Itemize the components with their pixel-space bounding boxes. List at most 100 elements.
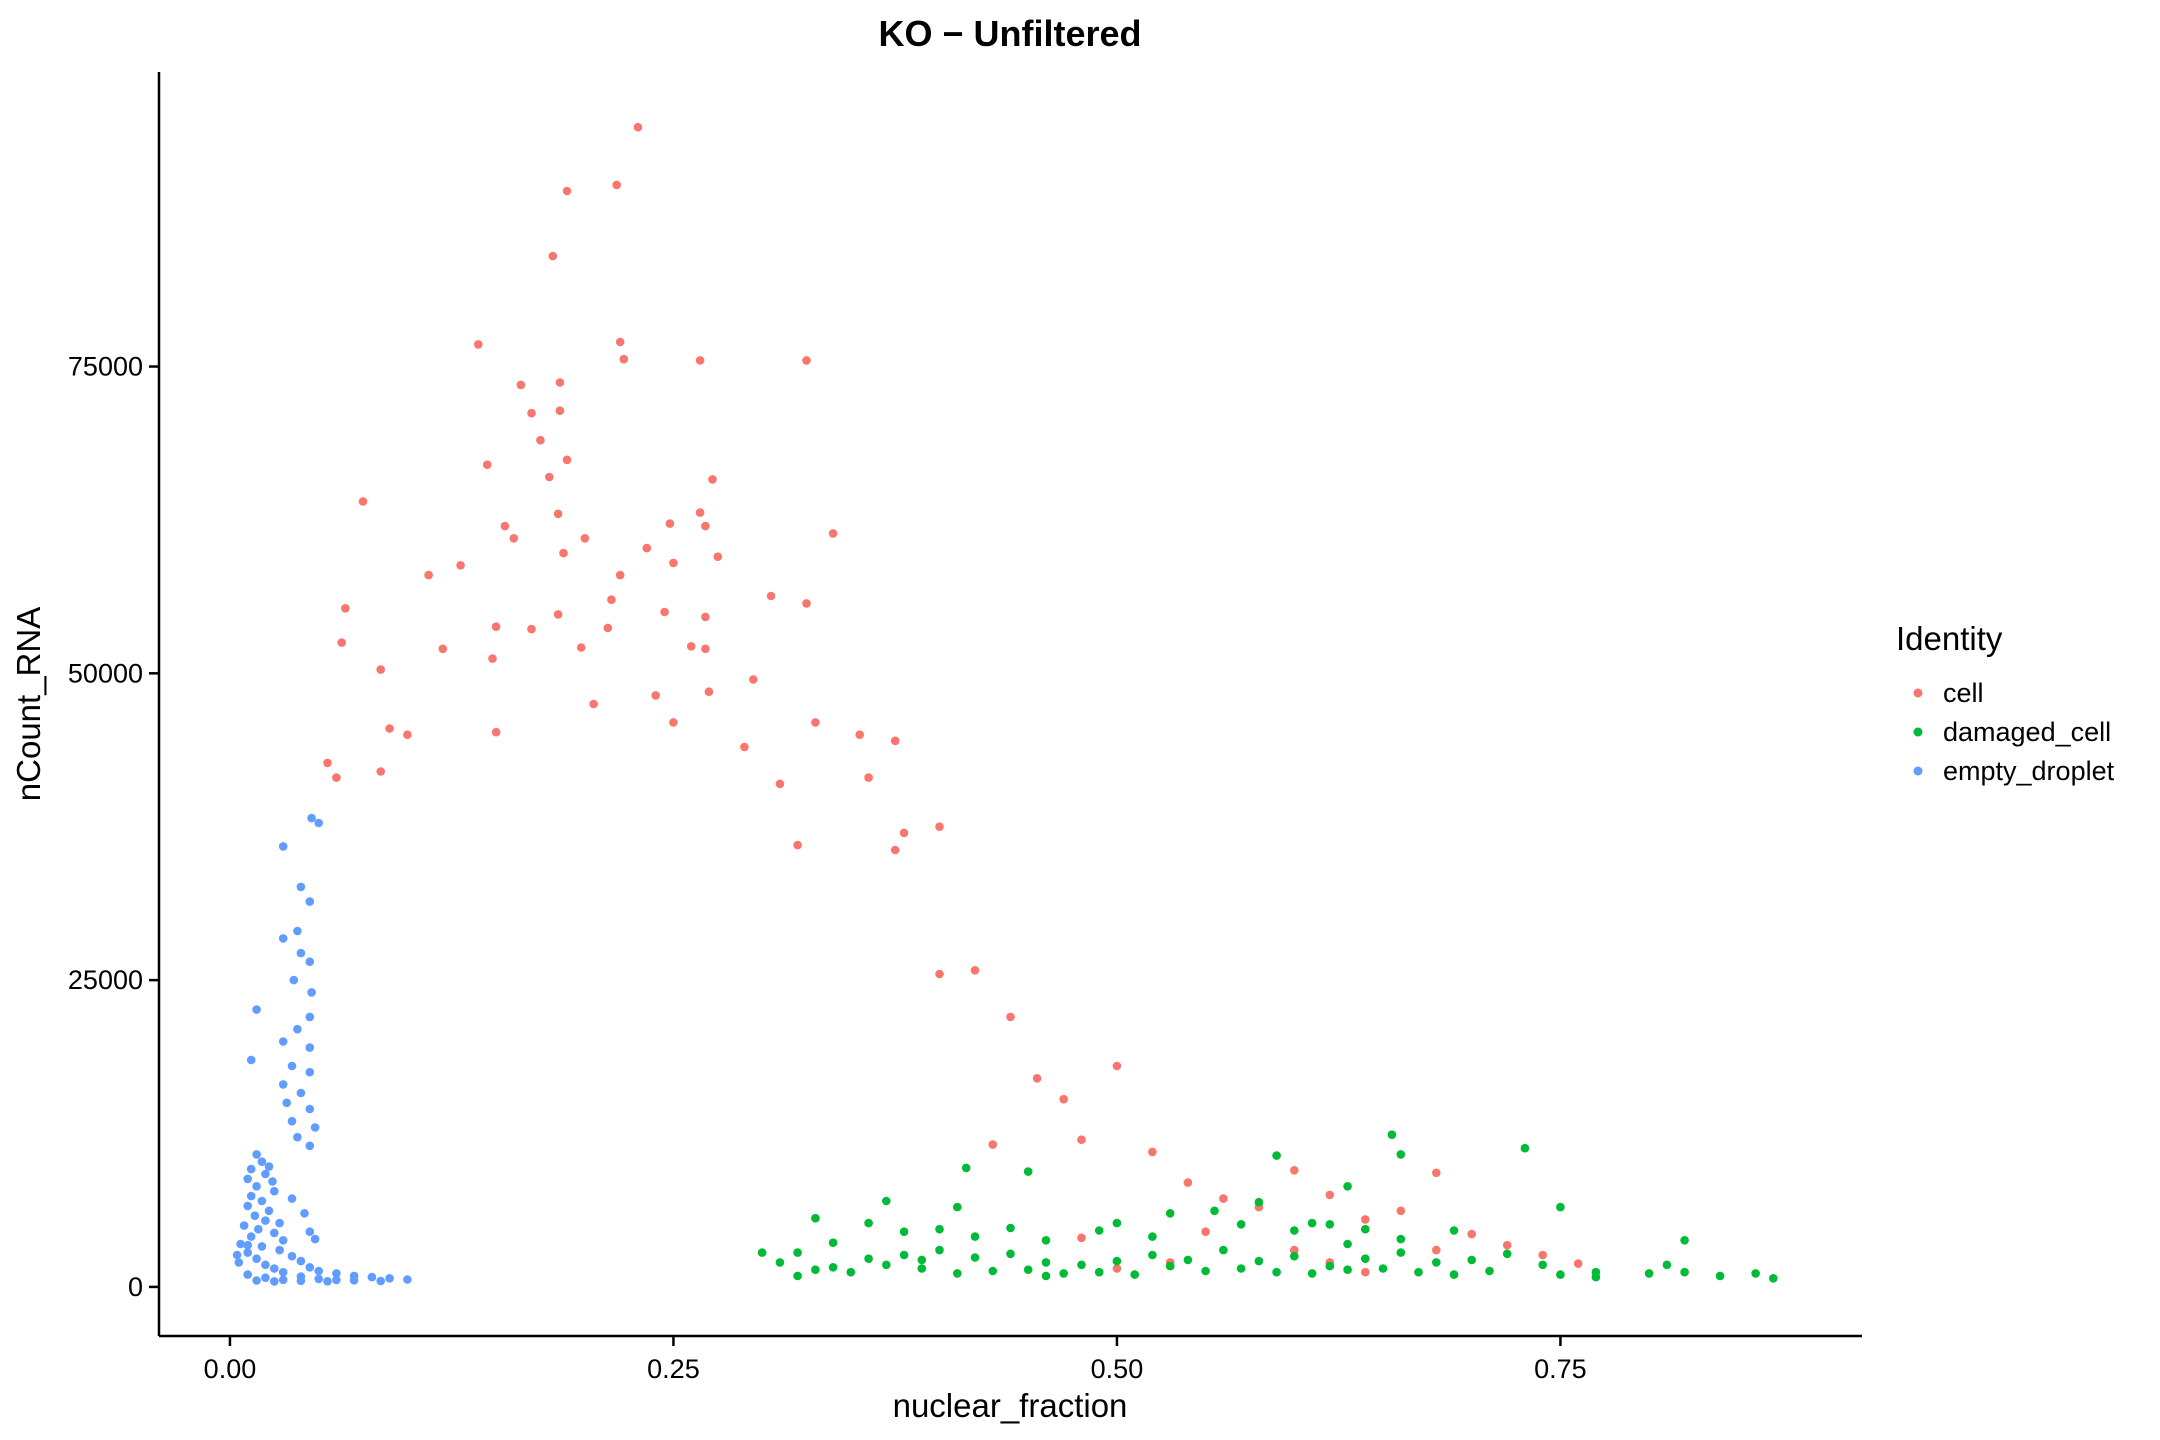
data-point xyxy=(305,957,315,966)
data-point xyxy=(1059,1094,1068,1104)
data-point xyxy=(252,1276,261,1285)
data-point xyxy=(509,534,519,543)
data-point xyxy=(275,1218,284,1228)
data-point xyxy=(282,1098,292,1108)
data-point xyxy=(1254,1256,1264,1266)
data-point xyxy=(275,1245,284,1255)
data-point xyxy=(1644,1269,1654,1278)
data-point xyxy=(270,1186,279,1196)
data-point xyxy=(1006,1012,1015,1022)
data-point xyxy=(802,599,811,608)
y-tick-label: 0 xyxy=(128,1272,143,1302)
data-point xyxy=(1112,1256,1122,1266)
data-point xyxy=(293,1132,302,1142)
data-point xyxy=(1502,1240,1512,1250)
data-point xyxy=(882,1260,891,1270)
data-point xyxy=(651,691,660,700)
data-point xyxy=(970,966,980,975)
data-point xyxy=(1662,1260,1672,1270)
data-point xyxy=(1538,1260,1547,1270)
y-tick-label: 75000 xyxy=(68,352,143,382)
x-tick-label: 0.75 xyxy=(1534,1354,1587,1384)
x-tick-label: 0.25 xyxy=(647,1354,700,1384)
data-point xyxy=(545,472,554,482)
data-point xyxy=(615,337,625,347)
data-point xyxy=(332,1269,341,1278)
data-point xyxy=(1094,1226,1104,1235)
data-point xyxy=(1467,1255,1476,1265)
data-point xyxy=(917,1264,927,1273)
data-point xyxy=(864,1254,873,1263)
data-point xyxy=(1210,1206,1219,1216)
data-point xyxy=(239,1221,249,1230)
data-point xyxy=(607,595,616,604)
data-point xyxy=(1272,1151,1281,1160)
data-point xyxy=(305,1012,315,1022)
data-point xyxy=(287,1116,297,1126)
data-point xyxy=(1148,1147,1157,1157)
data-point xyxy=(257,1196,267,1206)
data-point xyxy=(1396,1150,1406,1159)
data-point xyxy=(1325,1190,1335,1200)
data-point xyxy=(310,1123,320,1132)
legend-key-damaged-cell xyxy=(1913,727,1923,737)
data-point xyxy=(576,643,586,652)
data-point xyxy=(864,773,873,782)
legend-label-damaged-cell: damaged_cell xyxy=(1943,717,2111,747)
data-point xyxy=(257,1157,267,1166)
x-axis-title: nuclear_fraction xyxy=(893,1387,1128,1424)
data-point xyxy=(1343,1182,1352,1191)
data-point xyxy=(1361,1254,1370,1263)
data-point xyxy=(257,1242,267,1251)
data-point xyxy=(1556,1270,1565,1279)
data-point xyxy=(1343,1265,1352,1274)
data-point xyxy=(349,1276,359,1285)
data-point xyxy=(261,1260,270,1270)
data-point xyxy=(775,1258,785,1267)
data-point xyxy=(1254,1197,1264,1207)
data-point xyxy=(305,1104,315,1114)
data-point xyxy=(1165,1209,1175,1218)
data-point xyxy=(1325,1220,1335,1229)
data-point xyxy=(500,521,510,531)
data-point xyxy=(243,1201,252,1211)
data-point xyxy=(296,1088,306,1098)
data-point xyxy=(1148,1250,1157,1260)
data-point xyxy=(793,1248,802,1257)
data-point xyxy=(1361,1224,1370,1234)
data-point xyxy=(488,654,497,663)
data-point xyxy=(882,1196,891,1206)
data-point xyxy=(665,519,675,528)
data-point xyxy=(1130,1270,1139,1279)
data-point xyxy=(376,767,386,776)
data-point xyxy=(332,773,341,782)
data-point xyxy=(438,644,448,654)
data-point xyxy=(1307,1269,1317,1278)
data-point xyxy=(1290,1245,1299,1255)
data-point xyxy=(278,1267,288,1277)
data-point xyxy=(669,558,678,568)
data-point xyxy=(293,1024,302,1034)
legend-label-cell: cell xyxy=(1943,678,1984,708)
data-point xyxy=(1715,1271,1725,1281)
data-point xyxy=(268,1177,277,1186)
data-point xyxy=(323,1277,332,1286)
data-point xyxy=(633,122,643,132)
chart-title: KO − Unfiltered xyxy=(878,13,1141,54)
data-point xyxy=(1432,1245,1441,1255)
data-point xyxy=(793,1271,802,1281)
data-point xyxy=(1485,1266,1494,1276)
data-point xyxy=(642,543,652,553)
data-point xyxy=(234,1258,244,1267)
data-point xyxy=(1059,1269,1068,1278)
data-point xyxy=(1183,1178,1193,1187)
data-point xyxy=(686,642,696,651)
data-point xyxy=(660,607,669,617)
data-point xyxy=(1290,1166,1299,1175)
data-point xyxy=(1396,1248,1406,1257)
data-point xyxy=(1032,1074,1042,1083)
data-point xyxy=(305,1263,315,1272)
data-point xyxy=(695,356,705,365)
data-point xyxy=(243,1248,252,1257)
data-point xyxy=(802,356,811,365)
